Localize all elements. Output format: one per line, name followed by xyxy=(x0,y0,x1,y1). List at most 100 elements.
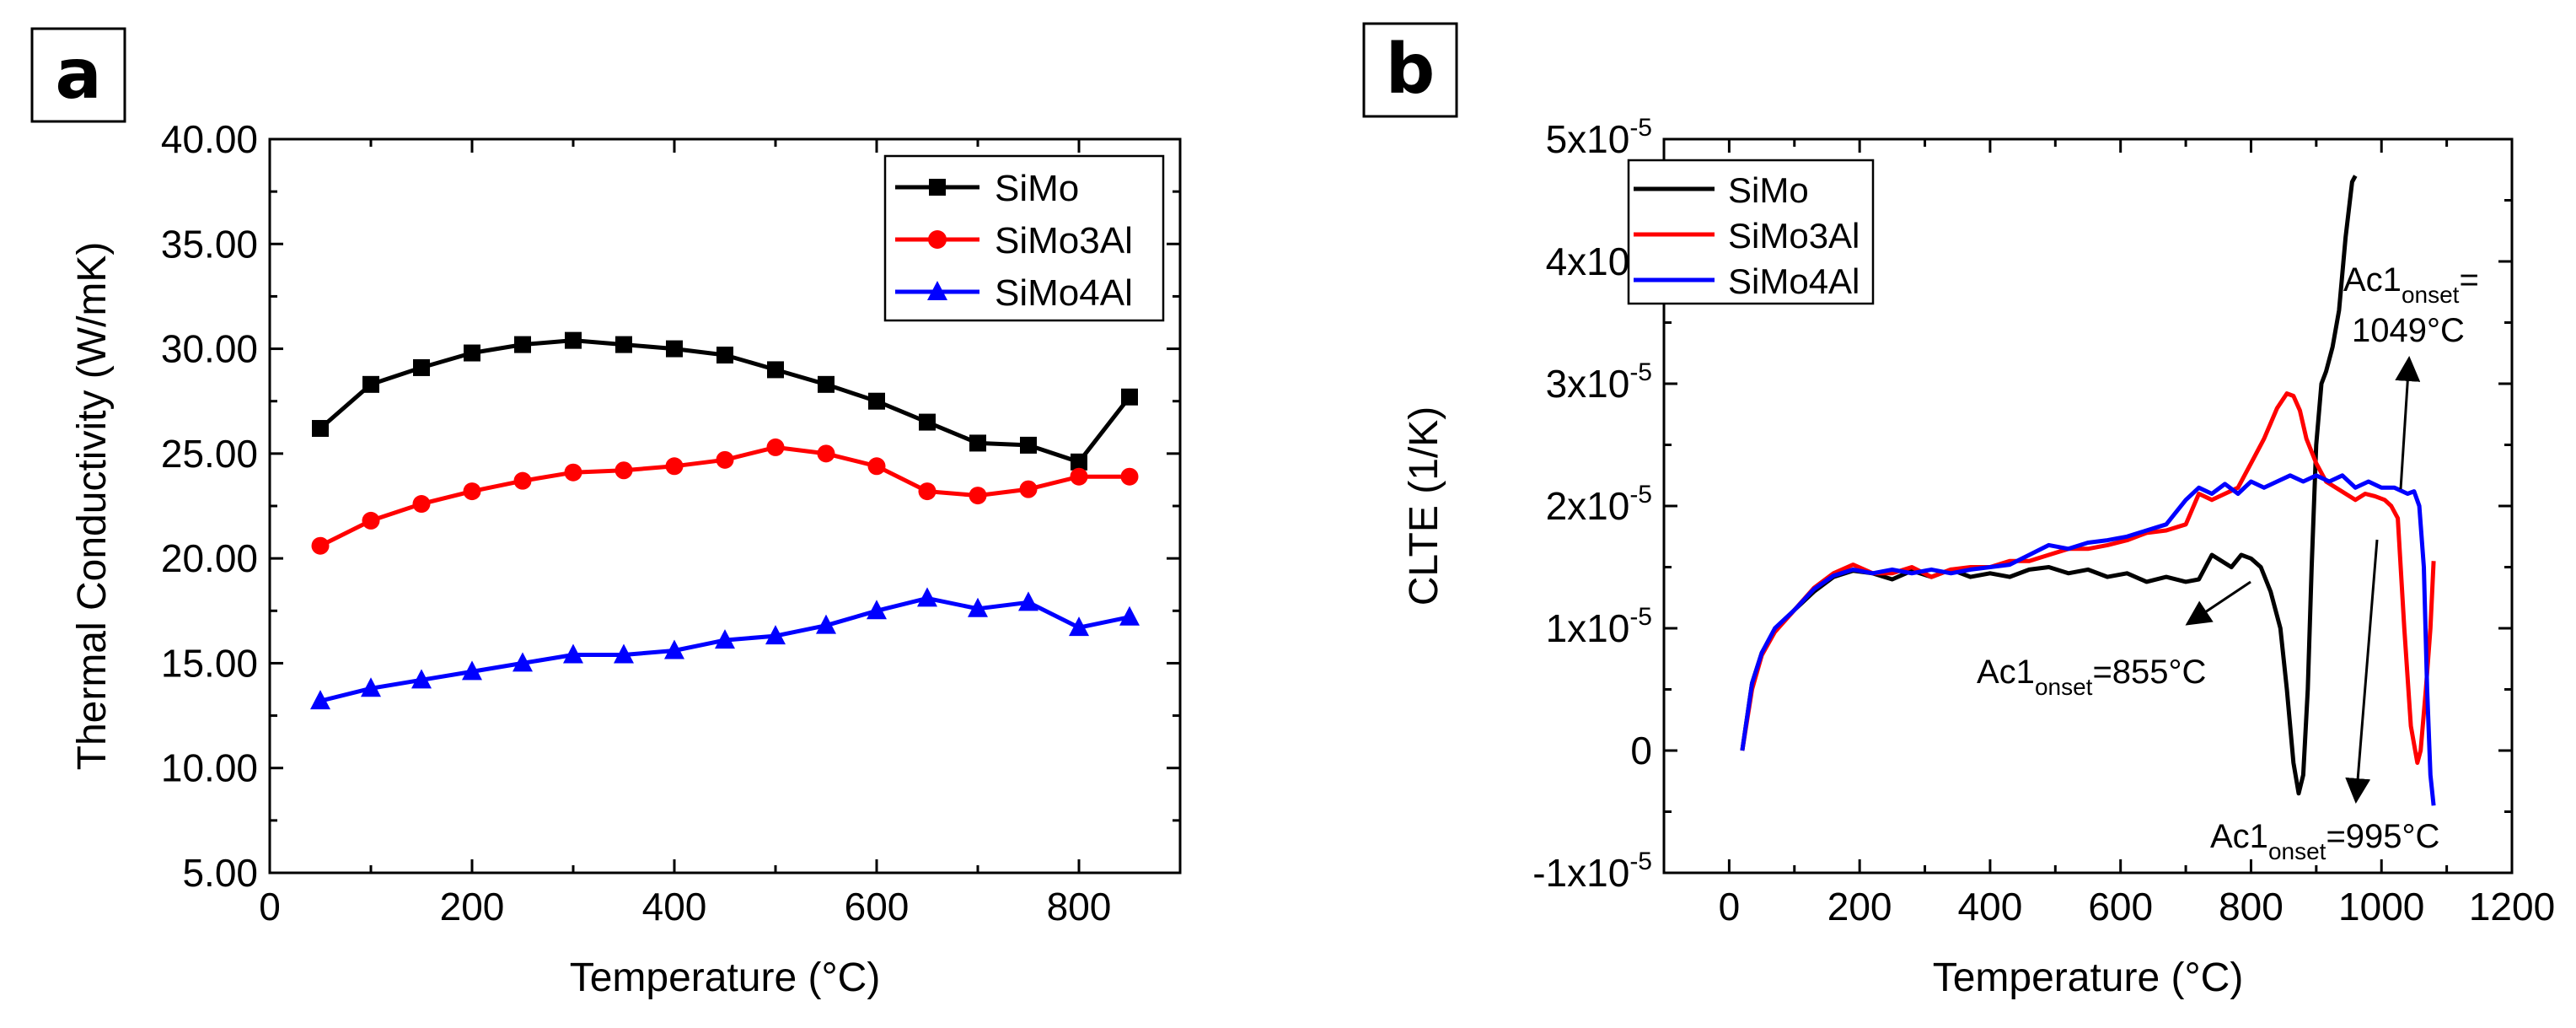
x-tick-label: 200 xyxy=(1827,885,1892,928)
data-point-simo xyxy=(312,420,329,438)
data-point-simo3al xyxy=(1120,467,1139,486)
data-point-simo xyxy=(716,347,733,364)
legend-label-simo4al: SiMo4Al xyxy=(1728,261,1860,301)
legend-item-simo: SiMo xyxy=(895,168,1079,209)
data-point-simo4al xyxy=(513,652,533,672)
data-point-simo3al xyxy=(412,495,431,514)
legend-label-simo: SiMo xyxy=(995,168,1079,209)
y-tick-label: 3x10-5 xyxy=(1546,358,1652,406)
data-point-simo4al xyxy=(816,614,836,634)
y-tick-label: 15.00 xyxy=(161,641,258,685)
legend-item-simo: SiMo xyxy=(1634,170,1809,210)
annotation-arrow xyxy=(2185,580,2251,626)
data-point-simo3al xyxy=(362,511,380,530)
data-point-simo xyxy=(1121,388,1138,406)
y-tick-label: 0 xyxy=(1630,729,1652,772)
y-tick-label: 1x10-5 xyxy=(1546,603,1652,650)
data-point-simo xyxy=(565,331,582,349)
data-point-simo3al xyxy=(1070,467,1088,486)
y-tick-label: 5.00 xyxy=(182,851,258,895)
data-point-simo3al xyxy=(311,536,330,555)
x-tick-label: 600 xyxy=(2088,885,2153,928)
data-point-simo4al xyxy=(917,587,937,607)
panel-b-label: b xyxy=(1386,30,1436,110)
y-tick-label: -1x10-5 xyxy=(1532,848,1652,895)
data-point-simo3al xyxy=(867,457,886,476)
data-point-simo xyxy=(1020,436,1037,454)
annotation-text-line2: 1049°C xyxy=(2352,312,2465,349)
legend-item-simo3al: SiMo3Al xyxy=(1634,216,1860,256)
x-tick-label: 200 xyxy=(440,885,505,928)
annotation-ac1-995: Ac1onset=995°C xyxy=(2210,539,2439,864)
data-point-simo4al xyxy=(462,660,482,681)
data-point-simo4al xyxy=(867,600,887,620)
y-tick-label: 30.00 xyxy=(161,327,258,371)
annotation-text: Ac1onset=855°C xyxy=(1977,654,2206,700)
annotation-text: Ac1onset= xyxy=(2343,261,2479,308)
panel-a-x-axis-label: Temperature (°C) xyxy=(570,955,881,1000)
panel-a-legend: SiMo SiMo3Al SiMo4Al xyxy=(883,154,1165,322)
panel-b: b 0 200 400 600 800 1000 1200 -1x10-5 0 1x10-5 2x1… xyxy=(1362,22,2555,1000)
annotation-text: Ac1onset=995°C xyxy=(2210,818,2439,864)
x-tick-label: 1000 xyxy=(2338,885,2424,928)
data-point-simo4al xyxy=(1018,591,1038,611)
x-tick-label: 1200 xyxy=(2469,885,2555,928)
data-point-simo3al xyxy=(463,482,481,501)
data-point-simo xyxy=(1071,453,1087,471)
x-tick-label: 400 xyxy=(1958,885,2023,928)
data-point-simo4al xyxy=(614,643,634,664)
x-tick-label: 800 xyxy=(2219,885,2284,928)
data-point-simo3al xyxy=(969,487,987,505)
data-point-simo3al xyxy=(513,471,532,490)
x-tick-label: 0 xyxy=(1719,885,1741,928)
data-point-simo xyxy=(362,375,379,393)
data-point-simo3al xyxy=(918,482,936,501)
data-point-simo3al xyxy=(665,457,684,476)
y-tick-label: 10.00 xyxy=(161,746,258,790)
series-line-simo3al xyxy=(1740,391,2436,765)
x-tick-label: 600 xyxy=(845,885,910,928)
panel-b-series-group xyxy=(1740,175,2436,806)
data-point-simo3al xyxy=(1019,480,1038,498)
data-point-simo xyxy=(514,336,531,353)
panel-a-y-axis-label: Thermal Conductivity (W/mK) xyxy=(70,242,115,771)
legend-marker-triangle xyxy=(927,281,947,300)
data-point-simo4al xyxy=(361,677,381,697)
data-point-simo4al xyxy=(310,690,330,710)
data-point-simo xyxy=(413,358,430,376)
data-point-simo4al xyxy=(1069,616,1089,637)
data-point-simo xyxy=(464,344,480,362)
y-tick-label: 20.00 xyxy=(161,536,258,580)
legend-label-simo3al: SiMo3Al xyxy=(995,220,1133,261)
legend-marker-square xyxy=(929,179,946,196)
panel-b-label-box: b xyxy=(1362,22,1458,118)
legend-label-simo3al: SiMo3Al xyxy=(1728,216,1860,256)
legend-item-simo4al: SiMo4Al xyxy=(895,272,1133,314)
legend-item-simo4al: SiMo4Al xyxy=(1634,261,1860,301)
annotation-ac1-1049: Ac1onset= 1049°C xyxy=(2343,261,2479,490)
panel-b-y-axis-label: CLTE (1/K) xyxy=(1402,406,1446,605)
panel-a: a 0 200 400 600 800 5.00 10.00 15.00 20.00 25.00 3… xyxy=(30,27,1182,1000)
data-point-simo4al xyxy=(664,639,684,659)
annotation-ac1-855: Ac1onset=855°C xyxy=(1977,580,2251,700)
data-point-simo xyxy=(818,375,835,393)
legend-label-simo4al: SiMo4Al xyxy=(995,272,1133,314)
data-point-simo xyxy=(969,434,986,452)
data-point-simo xyxy=(919,413,936,431)
data-point-simo4al xyxy=(715,629,735,649)
data-point-simo xyxy=(868,392,885,410)
data-point-simo xyxy=(615,336,632,353)
panel-a-series-group xyxy=(310,331,1140,710)
data-point-simo3al xyxy=(716,450,734,469)
data-point-simo3al xyxy=(564,463,582,482)
y-tick-label: 40.00 xyxy=(161,117,258,161)
data-point-simo4al xyxy=(968,597,988,617)
x-tick-label: 800 xyxy=(1047,885,1112,928)
data-point-simo xyxy=(666,340,683,358)
panel-b-axes: 0 200 400 600 800 1000 1200 -1x10-5 0 1x10-5 2x10-… xyxy=(1532,114,2555,928)
y-tick-label: 25.00 xyxy=(161,432,258,476)
y-tick-label: 5x10-5 xyxy=(1546,114,1652,161)
legend-label-simo: SiMo xyxy=(1728,170,1809,210)
data-point-simo3al xyxy=(614,461,633,480)
